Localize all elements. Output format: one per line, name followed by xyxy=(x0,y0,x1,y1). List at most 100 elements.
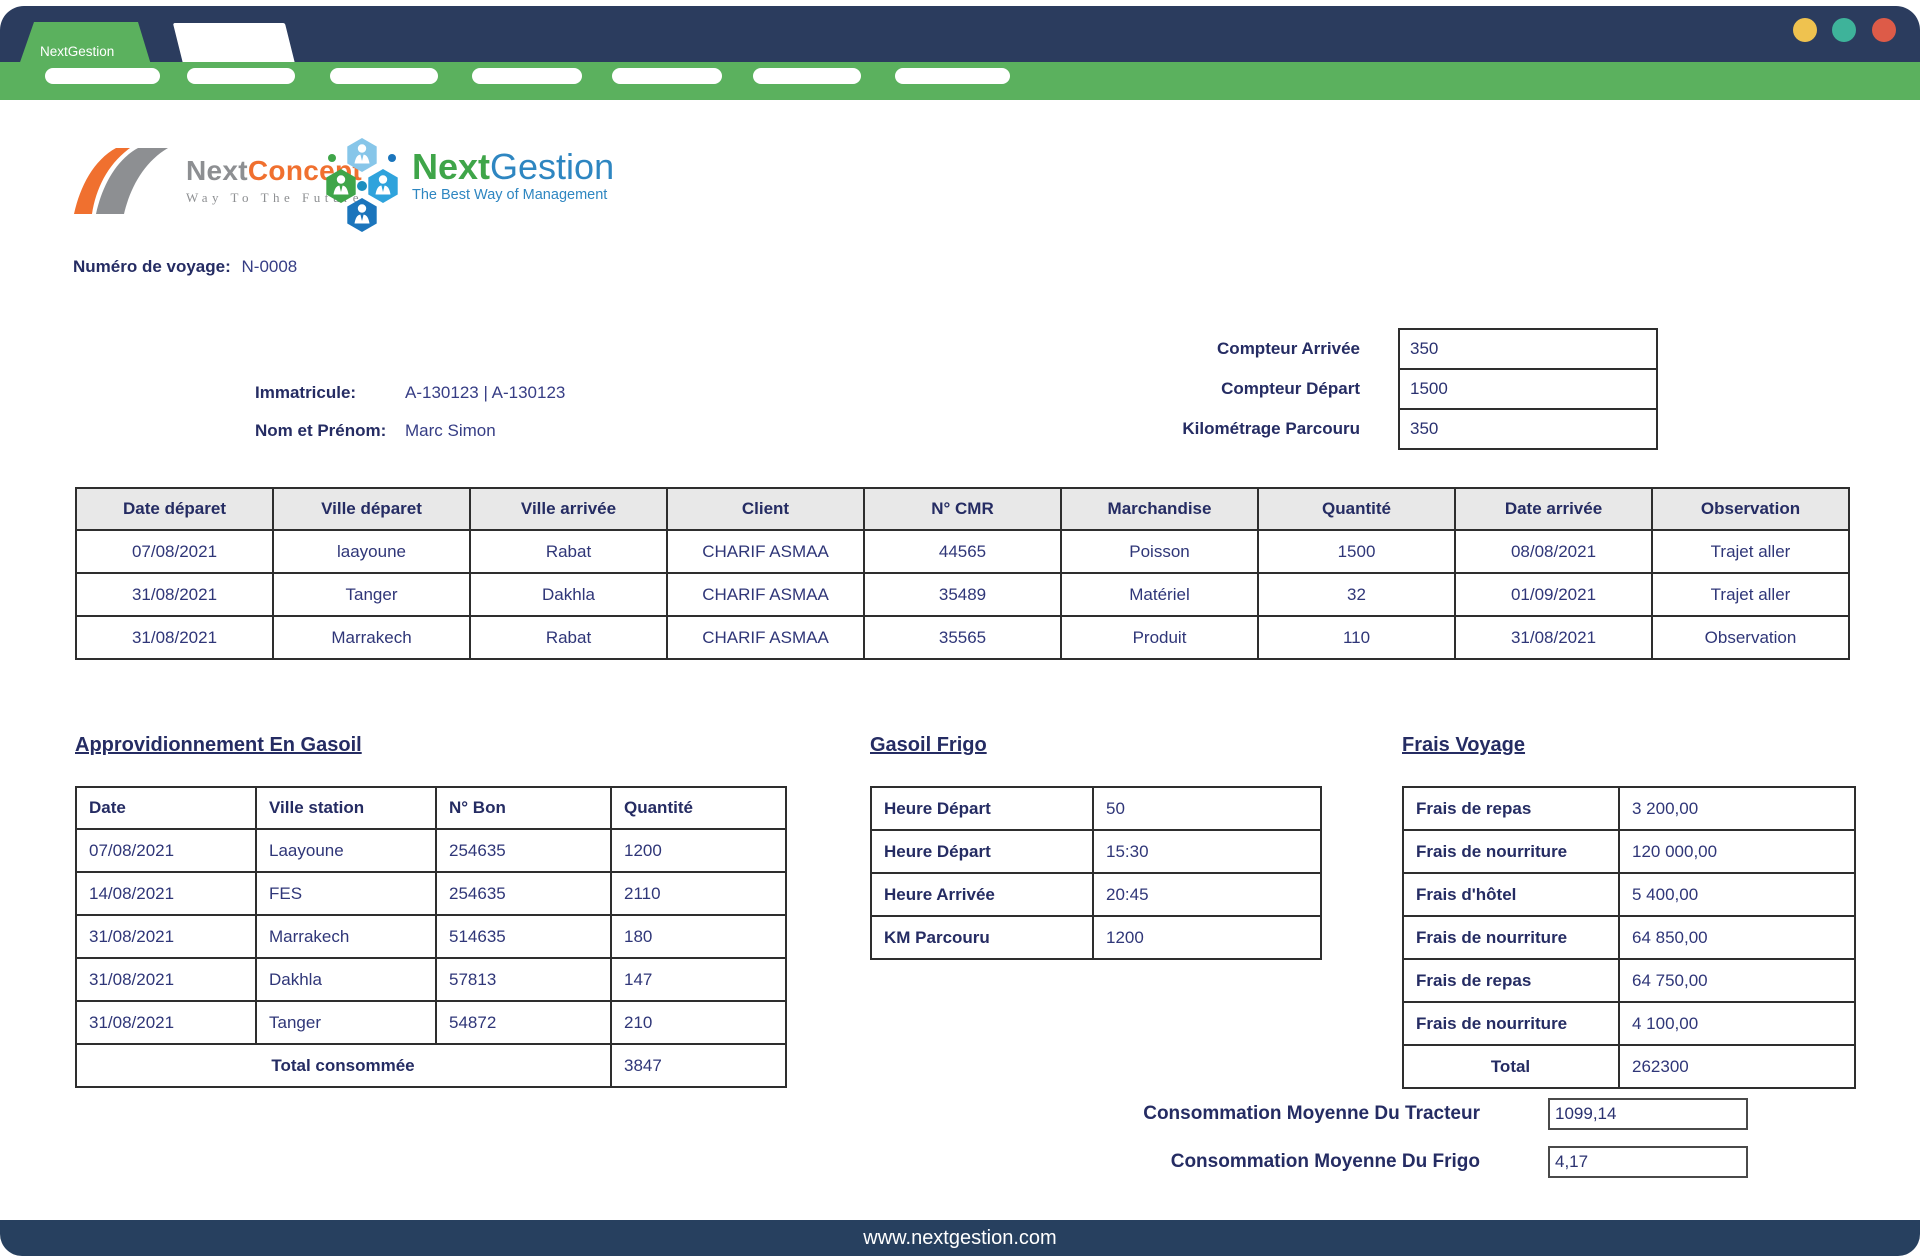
cell: 35565 xyxy=(863,615,1062,660)
compteur-arrivee-label: Compteur Arrivée xyxy=(1217,339,1360,358)
cell: 07/08/2021 xyxy=(75,828,257,873)
frais-section-title: Frais Voyage xyxy=(1402,734,1526,756)
table-row: 07/08/2021 Laayoune 254635 1200 xyxy=(75,828,787,873)
cell: Produit xyxy=(1060,615,1259,660)
cell: 1200 xyxy=(1092,915,1322,960)
row-label: Frais de nourriture xyxy=(1402,915,1620,960)
maximize-button[interactable] xyxy=(1832,18,1856,42)
cell: 32 xyxy=(1257,572,1456,617)
table-row: Heure Départ 15:30 xyxy=(870,829,1322,874)
close-button[interactable] xyxy=(1872,18,1896,42)
col-header: N° Bon xyxy=(435,786,612,830)
cell: FES xyxy=(255,871,437,916)
cell: 120 000,00 xyxy=(1618,829,1856,874)
nav-pill-2[interactable] xyxy=(187,68,295,84)
trips-header-row: Date déparet Ville déparet Ville arrivée… xyxy=(75,487,1850,531)
compteur-depart-label: Compteur Départ xyxy=(1221,379,1360,398)
cell: 31/08/2021 xyxy=(75,914,257,959)
nav-pill-6[interactable] xyxy=(753,68,861,84)
consommation-frigo-label: Consommation Moyenne Du Frigo xyxy=(1170,1151,1480,1172)
table-row: 14/08/2021 FES 254635 2110 xyxy=(75,871,787,916)
driver-value: Marc Simon xyxy=(405,421,496,440)
kilometrage-label: Kilométrage Parcouru xyxy=(1182,419,1360,438)
voyage-number-line: Numéro de voyage: N-0008 xyxy=(73,257,297,277)
cell: laayoune xyxy=(272,529,471,574)
tab-title: NextGestion xyxy=(40,44,115,59)
cell: 07/08/2021 xyxy=(75,529,274,574)
browser-tab-active[interactable]: NextGestion xyxy=(18,22,152,68)
cell: 1200 xyxy=(610,828,787,873)
cell: Marrakech xyxy=(272,615,471,660)
nav-pill-5[interactable] xyxy=(612,68,722,84)
total-row: Total consommée 3847 xyxy=(75,1043,787,1088)
cell: 254635 xyxy=(435,871,612,916)
col-header: Ville arrivée xyxy=(469,487,668,531)
cell: 44565 xyxy=(863,529,1062,574)
col-header: Observation xyxy=(1651,487,1850,531)
col-header: Date déparet xyxy=(75,487,274,531)
nav-pill-7[interactable] xyxy=(895,68,1010,84)
row-label: Heure Départ xyxy=(870,786,1094,831)
immatricule-value: A-130123 | A-130123 xyxy=(405,383,566,402)
col-header: Date arrivée xyxy=(1454,487,1653,531)
browser-titlebar: NextGestion xyxy=(0,6,1920,68)
frigo-table: Heure Départ 50 Heure Départ 15:30 Heure… xyxy=(870,786,1322,960)
cell: 14/08/2021 xyxy=(75,871,257,916)
frigo-section-title: Gasoil Frigo xyxy=(870,734,987,756)
cell: Matériel xyxy=(1060,572,1259,617)
cell: Laayoune xyxy=(255,828,437,873)
table-row: Frais de nourriture 64 850,00 xyxy=(1402,915,1856,960)
table-row: 07/08/2021 laayoune Rabat CHARIF ASMAA 4… xyxy=(75,529,1850,574)
cell: 57813 xyxy=(435,957,612,1002)
kilometrage-field[interactable]: 350 xyxy=(1398,408,1658,450)
cell: 64 850,00 xyxy=(1618,915,1856,960)
nav-pill-1[interactable] xyxy=(45,68,160,84)
row-label: Frais de repas xyxy=(1402,786,1620,831)
consommation-tracteur-field[interactable]: 1099,14 xyxy=(1548,1098,1748,1130)
inactive-tab[interactable] xyxy=(172,23,296,64)
nav-pill-3[interactable] xyxy=(330,68,438,84)
cell: Rabat xyxy=(469,615,668,660)
gasoil-table: Date Ville station N° Bon Quantité 07/08… xyxy=(75,786,787,1088)
table-row: Frais de repas 3 200,00 xyxy=(1402,786,1856,831)
nextgestion-logo-icon xyxy=(326,138,398,232)
footer-url: www.nextgestion.com xyxy=(863,1227,1057,1249)
nextgestion-wordmark: NextGestion The Best Way of Management xyxy=(412,136,614,203)
consommation-frigo-field[interactable]: 4,17 xyxy=(1548,1146,1748,1178)
compteur-depart-field[interactable]: 1500 xyxy=(1398,368,1658,410)
cell: Dakhla xyxy=(469,572,668,617)
table-row: 31/08/2021 Marrakech Rabat CHARIF ASMAA … xyxy=(75,615,1850,660)
total-row: Total 262300 xyxy=(1402,1044,1856,1089)
minimize-button[interactable] xyxy=(1793,18,1817,42)
nextgestion-name-green: Next xyxy=(412,146,491,187)
cell: Tanger xyxy=(255,1000,437,1045)
col-header: Quantité xyxy=(1257,487,1456,531)
frais-total-label: Total xyxy=(1402,1044,1620,1089)
row-label: Heure Départ xyxy=(870,829,1094,874)
cell: 01/09/2021 xyxy=(1454,572,1653,617)
nextgestion-name-blue: Gestion xyxy=(490,146,615,187)
cell: 08/08/2021 xyxy=(1454,529,1653,574)
cell: 4 100,00 xyxy=(1618,1001,1856,1046)
cell: CHARIF ASMAA xyxy=(666,615,865,660)
cell: 35489 xyxy=(863,572,1062,617)
cell: Marrakech xyxy=(255,914,437,959)
nextconcept-name-gray: Next xyxy=(186,155,248,186)
cell: 15:30 xyxy=(1092,829,1322,874)
compteur-arrivee-field[interactable]: 350 xyxy=(1398,328,1658,370)
table-row: 31/08/2021 Tanger Dakhla CHARIF ASMAA 35… xyxy=(75,572,1850,617)
cell: Tanger xyxy=(272,572,471,617)
cell: 210 xyxy=(610,1000,787,1045)
cell: 50 xyxy=(1092,786,1322,831)
browser-toolbar xyxy=(0,62,1920,100)
cell: 2110 xyxy=(610,871,787,916)
row-label: Frais de nourriture xyxy=(1402,829,1620,874)
col-header: Date xyxy=(75,786,257,830)
table-row: Frais de repas 64 750,00 xyxy=(1402,958,1856,1003)
voyage-number-label: Numéro de voyage: xyxy=(73,257,231,276)
nav-pill-4[interactable] xyxy=(472,68,582,84)
cell: Observation xyxy=(1651,615,1850,660)
cell: 31/08/2021 xyxy=(75,615,274,660)
table-row: 31/08/2021 Tanger 54872 210 xyxy=(75,1000,787,1045)
